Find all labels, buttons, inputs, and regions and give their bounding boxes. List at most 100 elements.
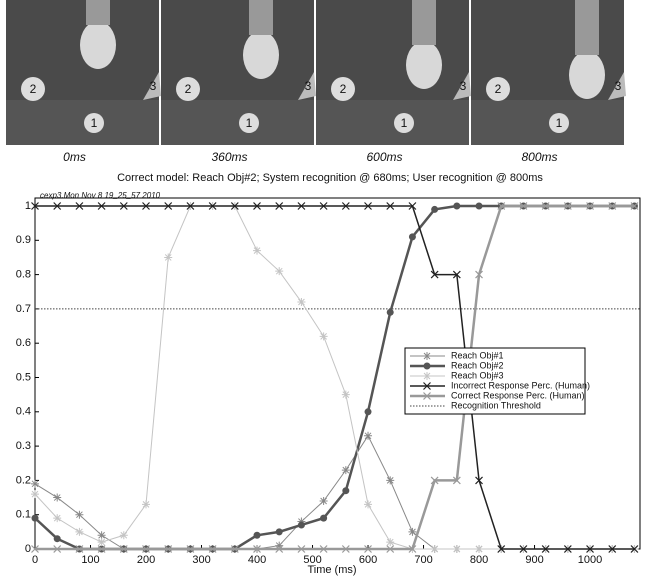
legend-marker [423, 352, 431, 360]
x-tick-label: 900 [525, 554, 543, 566]
arm [249, 0, 273, 35]
point [98, 531, 106, 539]
photo-shade [316, 100, 469, 145]
y-tick-label: 0.3 [16, 440, 31, 452]
point [365, 408, 372, 415]
marker-label: 1 [401, 116, 408, 130]
frame-time: 800ms [521, 150, 557, 164]
arm [575, 0, 599, 55]
point [386, 538, 394, 546]
point [98, 538, 106, 546]
point [54, 535, 61, 542]
x-tick-label: 100 [81, 554, 99, 566]
annotation: cexp3.Mon Nov 8 19_25_57 2010 [40, 191, 161, 200]
point [387, 309, 394, 316]
point [75, 528, 83, 536]
marker-label: 1 [91, 116, 98, 130]
legend-label: Recognition Threshold [451, 400, 541, 410]
legend-label: Reach Obj#2 [451, 360, 504, 370]
x-tick-label: 300 [192, 554, 210, 566]
x-tick-label: 800 [470, 554, 488, 566]
legend-label: Correct Response Perc. (Human) [451, 390, 585, 400]
y-tick-label: 0.1 [16, 509, 31, 521]
x-tick-label: 200 [137, 554, 155, 566]
x-tick-label: 0 [32, 554, 38, 566]
point [342, 391, 350, 399]
x-tick-label: 700 [414, 554, 432, 566]
photo-strip: 2 1 3 2 1 3 2 1 3 2 1 3 [6, 0, 626, 145]
point [320, 332, 328, 340]
legend-marker [424, 363, 431, 370]
point [275, 267, 283, 275]
y-tick-label: 0 [25, 543, 31, 555]
marker-label: 1 [556, 116, 563, 130]
point [431, 206, 438, 213]
point [342, 466, 350, 474]
hand [243, 31, 279, 79]
marker-label: 2 [495, 82, 502, 96]
point [31, 490, 39, 498]
legend-label: Incorrect Response Perc. (Human) [451, 380, 590, 390]
arm [412, 0, 436, 45]
y-tick-label: 0.9 [16, 234, 31, 246]
point [364, 500, 372, 508]
x-tick-label: 1000 [578, 554, 602, 566]
figure: 2 1 3 2 1 3 2 1 3 2 1 3 Correct model: Reach Obj#2;… [0, 0, 647, 576]
photo-shade [6, 100, 159, 145]
point [164, 253, 172, 261]
y-tick-label: 1 [25, 200, 31, 212]
point [276, 528, 283, 535]
point [475, 545, 483, 553]
frame-time: 360ms [211, 150, 247, 164]
marker-label: 3 [150, 79, 157, 93]
point [453, 203, 460, 210]
point [142, 500, 150, 508]
y-tick-label: 0.2 [16, 474, 31, 486]
point [386, 476, 394, 484]
marker-label: 2 [30, 82, 37, 96]
point [253, 247, 261, 255]
y-tick-label: 0.6 [16, 337, 31, 349]
point [364, 432, 372, 440]
frame-time: 0ms [63, 150, 86, 164]
photo-shade [471, 100, 624, 145]
marker-label: 3 [615, 79, 622, 93]
point [431, 545, 439, 553]
marker-label: 2 [340, 82, 347, 96]
point [53, 494, 61, 502]
marker-label: 2 [185, 82, 192, 96]
x-tick-label: 600 [359, 554, 377, 566]
y-tick-label: 0.4 [16, 406, 31, 418]
hand [569, 51, 605, 99]
legend-label: Reach Obj#3 [451, 370, 504, 380]
photo-shade [161, 100, 314, 145]
arm [86, 0, 110, 25]
chart-title: Correct model: Reach Obj#2; System recog… [117, 172, 543, 184]
point [120, 531, 128, 539]
hand [80, 21, 116, 69]
x-tick-label: 400 [248, 554, 266, 566]
point [342, 487, 349, 494]
x-tick-label: 500 [303, 554, 321, 566]
point [408, 528, 416, 536]
frame-time: 600ms [366, 150, 402, 164]
legend-label: Reach Obj#1 [451, 350, 504, 360]
hand [406, 41, 442, 89]
point [476, 203, 483, 210]
point [320, 515, 327, 522]
point [297, 298, 305, 306]
series-line [35, 436, 634, 549]
point [31, 480, 39, 488]
point [453, 545, 461, 553]
point [53, 514, 61, 522]
marker-label: 1 [246, 116, 253, 130]
y-tick-label: 0.7 [16, 303, 31, 315]
point [254, 532, 261, 539]
marker-label: 3 [305, 79, 312, 93]
legend-marker [423, 372, 431, 380]
marker-label: 3 [460, 79, 467, 93]
y-tick-label: 0.5 [16, 371, 31, 383]
point [409, 233, 416, 240]
point [298, 521, 305, 528]
point [320, 497, 328, 505]
